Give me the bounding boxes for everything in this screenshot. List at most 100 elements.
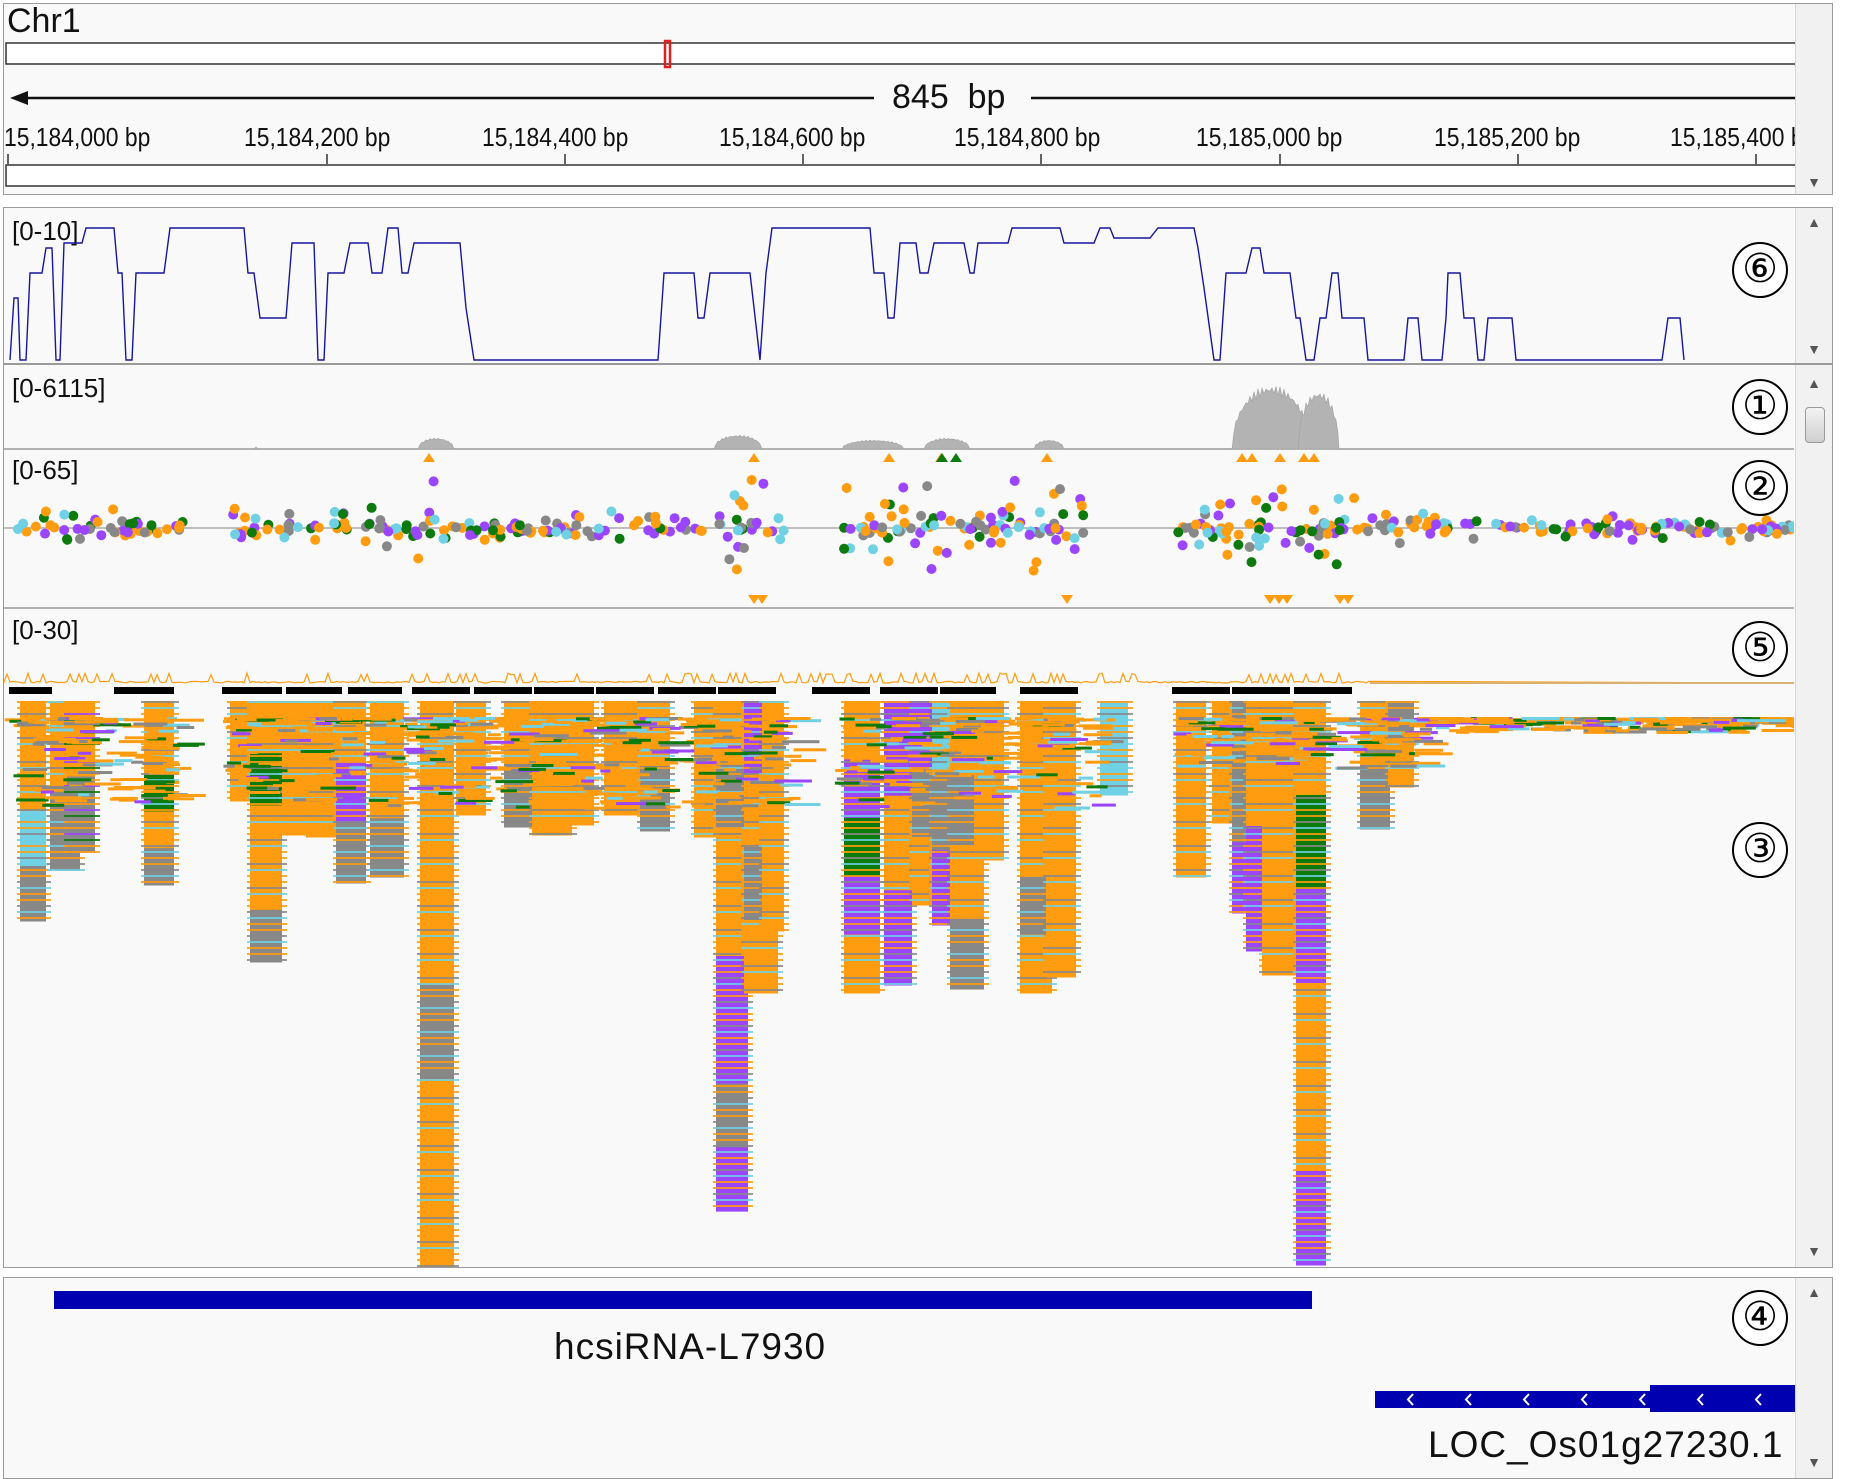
read (1259, 767, 1311, 769)
read (501, 779, 539, 781)
read (971, 857, 1009, 859)
data-scrollbar[interactable]: ▲ ▼ (1795, 365, 1832, 1267)
read (519, 738, 554, 742)
read (64, 737, 100, 739)
scatter-point (1425, 528, 1436, 539)
read (713, 935, 753, 937)
scatter-point (1078, 527, 1089, 538)
read (303, 707, 345, 709)
read (501, 701, 539, 703)
read (881, 839, 917, 841)
read (881, 851, 917, 853)
read (858, 798, 885, 802)
read (1209, 755, 1247, 757)
overflow-up-marker (936, 453, 948, 462)
read (881, 791, 917, 793)
read (881, 857, 917, 859)
read (909, 761, 945, 763)
read (279, 707, 313, 709)
scatter-point (714, 511, 725, 522)
read (279, 731, 313, 733)
read (841, 773, 885, 775)
read (279, 755, 313, 757)
read (1398, 719, 1428, 723)
scroll-down-arrow-icon[interactable]: ▼ (1807, 174, 1821, 190)
read (769, 724, 789, 728)
read (713, 1103, 753, 1105)
read (536, 760, 566, 764)
scatter-point (250, 513, 261, 524)
read (247, 701, 287, 703)
read (64, 851, 100, 853)
data-tracks (4, 386, 1794, 1267)
read (600, 769, 611, 773)
read (501, 815, 539, 817)
read (749, 737, 772, 741)
scatter-point (40, 528, 50, 539)
ruler-scrollbar[interactable]: ▼ (1795, 4, 1832, 194)
read (903, 736, 927, 739)
strand-arrow-icon (1522, 1393, 1530, 1406)
scroll-down-arrow-icon[interactable]: ▼ (1807, 1243, 1821, 1259)
read (1357, 701, 1395, 703)
read (881, 887, 917, 889)
read (841, 743, 885, 745)
scroll-up-arrow-icon[interactable]: ▲ (1807, 375, 1821, 391)
read (947, 965, 989, 967)
read (1259, 785, 1311, 787)
read (1017, 953, 1057, 955)
read (1765, 719, 1786, 723)
scroll-thumb[interactable] (1805, 407, 1825, 443)
read (529, 743, 577, 745)
read (1043, 869, 1081, 871)
scatter-point (1657, 533, 1668, 544)
track6-scrollbar[interactable]: ▲ ▼ (1795, 208, 1832, 363)
read (581, 779, 595, 783)
tick-label: 15,184,600 bp (719, 122, 866, 152)
read (1275, 737, 1286, 741)
read (78, 793, 90, 797)
read (601, 791, 649, 793)
chromosome-name[interactable]: Chr1 (7, 3, 81, 40)
scatter-point (1367, 513, 1378, 524)
read (841, 809, 885, 811)
read (1382, 717, 1400, 721)
read (17, 809, 51, 811)
read (691, 804, 706, 808)
scroll-down-arrow-icon[interactable]: ▼ (1807, 1454, 1821, 1470)
scroll-down-arrow-icon[interactable]: ▼ (1807, 341, 1821, 357)
read (1173, 863, 1211, 865)
feature-label-gene[interactable]: LOC_Os01g27230.1 (1428, 1424, 1784, 1465)
read (1295, 718, 1332, 722)
read (515, 805, 530, 809)
scatter-point (1757, 524, 1768, 535)
alignment-block (844, 817, 880, 877)
scatter-point (629, 520, 640, 531)
alignment-block (1046, 839, 1076, 978)
read (585, 790, 603, 793)
scatter-point (995, 537, 1006, 548)
alignment-block (1176, 701, 1206, 878)
read (417, 1001, 459, 1003)
read (947, 821, 989, 823)
scroll-up-arrow-icon[interactable]: ▲ (1807, 214, 1821, 230)
read (417, 1235, 459, 1237)
read (1293, 1037, 1331, 1039)
read (1293, 1025, 1331, 1027)
feature-scrollbar[interactable]: ▲ ▼ (1795, 1278, 1832, 1478)
read (841, 941, 885, 943)
read (680, 723, 698, 726)
read (920, 752, 949, 756)
scatter-point (729, 490, 740, 501)
read (1017, 797, 1057, 799)
read (56, 721, 70, 725)
read (333, 881, 371, 883)
scroll-up-arrow-icon[interactable]: ▲ (1807, 1284, 1821, 1300)
read (759, 917, 789, 919)
read (371, 727, 407, 731)
read (141, 845, 179, 847)
read (1414, 752, 1441, 755)
read (1385, 761, 1419, 763)
feature-label-hcsirna[interactable]: hcsiRNA-L7930 (554, 1326, 827, 1367)
read (141, 815, 179, 817)
